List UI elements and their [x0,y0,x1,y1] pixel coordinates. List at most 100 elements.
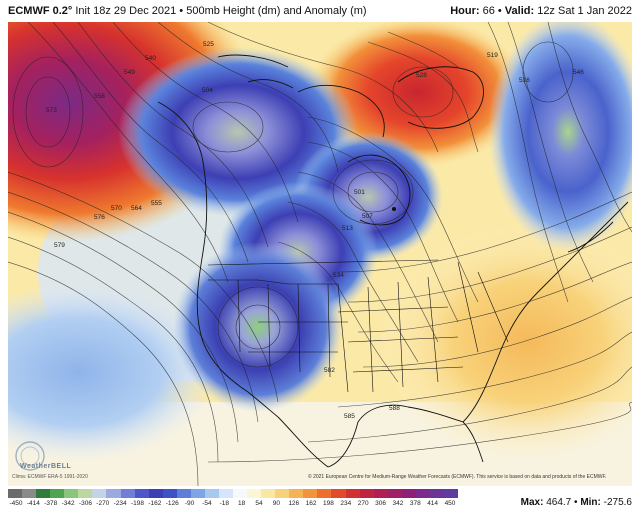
legend-swatch [373,489,388,498]
contour-label-570: 570 [111,205,122,212]
legend-swatch [429,489,444,498]
legend-tick-label: 198 [323,500,334,507]
legend-tick-label: 126 [288,500,300,507]
contour-label-540: 540 [145,55,156,62]
legend-swatch [303,489,318,498]
legend-swatch [92,489,107,498]
southwest-low-anomaly [173,242,343,412]
contour-label-579: 579 [54,242,65,249]
legend-swatch [218,489,233,498]
legend-swatch [359,489,374,498]
contour-label-516: 516 [519,77,530,84]
hour-label: Hour: [450,5,480,17]
run-description: Init 18z 29 Dec 2021 • 500mb Height (dm)… [72,5,367,17]
contour-label-501: 501 [354,189,365,196]
legend-tick-label: 234 [340,500,352,507]
legend-tick-label: 270 [357,500,369,507]
contour-label-546: 546 [573,69,584,76]
climatology-note: Clima: ECMWF ERA-5 1991-2020 [12,474,88,480]
legend-swatch [120,489,135,498]
coastlines [157,54,629,468]
copyright-note: © 2021 European Centre for Medium-Range … [308,474,607,480]
min-label: Min: [580,497,601,508]
legend-swatch [148,489,163,498]
legend-swatch [204,489,219,498]
contour-label-group: 525 528 546 540 549 558 573 504 501 507 … [46,41,584,420]
contour-label-588: 588 [389,405,400,412]
legend-swatch [275,489,290,498]
legend-tick-label: -18 [219,500,230,507]
legend-tick-label: -54 [202,500,212,507]
hour-value: 66 • [479,5,505,17]
legend-swatch [22,489,37,498]
max-min-readout: Max: 464.7 • Min: -275.6 [521,497,632,508]
legend-swatch [387,489,402,498]
map-svg: 525 528 546 540 549 558 573 504 501 507 … [8,22,632,486]
legend-swatch [317,489,332,498]
legend-tick-label: -378 [44,500,58,507]
model-title: ECMWF 0.2° Init 18z 29 Dec 2021 • 500mb … [8,5,367,17]
contour-label-549: 549 [124,69,135,76]
legend-tick-label: -270 [96,500,110,507]
legend-tick-label: -234 [113,500,127,507]
brand-watermark: WeatherBELL [20,463,72,470]
contour-label-573: 573 [46,107,57,114]
contour-label-558: 558 [94,93,105,100]
contour-label-576: 576 [94,214,105,221]
legend-tick-labels: -450 -414 -378 -342 -306 -270 -234 -198 -162 -126… [8,500,458,510]
legend-swatch [233,489,248,498]
legend-swatch [8,489,23,498]
legend-tick-label: -198 [131,500,145,507]
cities-marker [392,207,396,211]
southeast-ridge-anomaly [378,222,632,462]
contour-label-507: 507 [362,213,373,220]
legend-swatch [261,489,276,498]
legend-tick-label: -306 [78,500,92,507]
forecast-map: 525 528 546 540 549 558 573 504 501 507 … [8,22,632,486]
contour-label-504: 504 [202,87,213,94]
legend-swatch [190,489,205,498]
legend-tick-label: -414 [26,500,40,507]
legend-swatch [64,489,79,498]
legend-tick-label: 342 [392,500,404,507]
valid-value: 12z Sat 1 Jan 2022 [534,5,632,17]
legend-tick-label: 54 [255,500,263,507]
legend-tick-label: -162 [148,500,162,507]
legend-swatch [176,489,191,498]
model-name: ECMWF 0.2° [8,5,73,17]
legend-tick-label: 162 [305,500,317,507]
legend-tick-label: 90 [272,500,281,507]
min-value: -275.6 [600,497,632,508]
weatherbell-logo [15,441,45,471]
anomaly-legend: -450 -414 -378 -342 -306 -270 -234 -198 -162 -126… [8,489,458,517]
contour-label-534: 534 [333,272,344,279]
legend-swatch [345,489,360,498]
legend-swatch [106,489,121,498]
legend-swatch [134,489,149,498]
legend-swatch [415,489,430,498]
legend-swatch [443,489,458,498]
legend-colorbar [8,489,458,498]
legend-tick-label: -342 [61,500,75,507]
valid-label: Valid: [504,5,535,17]
contour-label-528: 528 [416,72,427,79]
contour-label-564: 564 [131,205,142,212]
legend-tick-label: 18 [238,500,246,507]
max-value: 464.7 • [543,497,581,508]
political-borders [207,259,509,393]
legend-tick-label: -90 [184,500,195,507]
header-bar: ECMWF 0.2° Init 18z 29 Dec 2021 • 500mb … [0,0,640,22]
legend-tick-label: -450 [9,500,23,507]
legend-swatch [401,489,416,498]
legend-tick-label: 450 [444,500,456,507]
pacific-negative-anomaly [8,282,218,462]
valid-time: Hour: 66 • Valid: 12z Sat 1 Jan 2022 [450,5,632,17]
legend-swatch [36,489,51,498]
contour-label-555: 555 [151,200,162,207]
legend-swatch [162,489,177,498]
legend-tick-label: 306 [375,500,386,507]
legend-tick-label: -126 [165,500,179,507]
legend-swatch [331,489,346,498]
contour-label-519: 519 [487,52,498,59]
legend-tick-label: 378 [409,500,421,507]
